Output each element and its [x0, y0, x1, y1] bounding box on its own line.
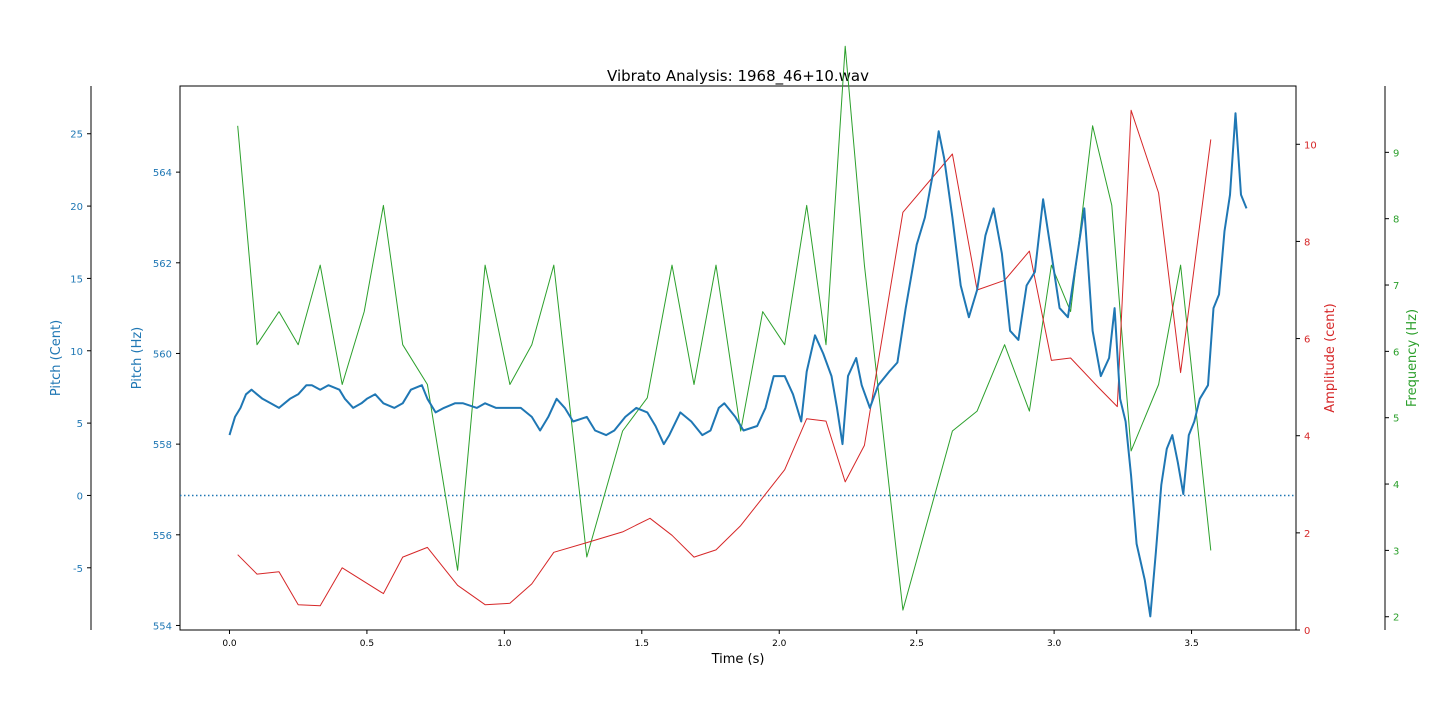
pitch-cent-tick-label: 5 — [77, 419, 83, 430]
x-tick-label: 0.0 — [222, 639, 237, 649]
amplitude-axis-label: Amplitude (cent) — [1323, 303, 1338, 412]
pitch-hz-tick-label: 556 — [153, 531, 172, 542]
pitch-cent-tick-label: 20 — [70, 202, 83, 213]
pitch-cent-axis-label: Pitch (Cent) — [49, 320, 64, 396]
x-tick-label: 2.0 — [772, 639, 787, 649]
frequency-tick-label: 3 — [1393, 546, 1399, 557]
x-tick-label: 1.0 — [497, 639, 512, 649]
pitch-cent-tick-label: 10 — [70, 347, 83, 358]
axes-group: 0.0 0.5 1.0 1.5 2.0 2.5 3.0 3.55545565585605625… — [70, 86, 1399, 649]
pitch-hz-tick-label: 564 — [153, 168, 172, 179]
chart-title: Vibrato Analysis: 1968_46+10.wav — [607, 67, 869, 86]
pitch-hz-tick-label: 562 — [153, 259, 172, 270]
frequency-axis-label: Frequency (Hz) — [1405, 309, 1420, 407]
pitch-cent-tick-label: -5 — [73, 564, 83, 575]
amplitude-tick-label: 4 — [1304, 432, 1310, 443]
x-tick-label: 0.5 — [360, 639, 374, 649]
pitch-hz-tick-label: 558 — [153, 440, 172, 451]
plot-frame — [179, 85, 1297, 631]
x-tick-label: 2.5 — [910, 639, 924, 649]
pitch-cent-tick-label: 0 — [77, 491, 83, 502]
x-tick-label: 3.5 — [1184, 639, 1198, 649]
frequency-tick-label: 4 — [1393, 480, 1399, 491]
frequency-series-line — [237, 45, 1212, 611]
pitch-hz-series-line — [228, 112, 1248, 618]
frequency-tick-label: 8 — [1393, 215, 1399, 226]
pitch-hz-axis-label: Pitch (Hz) — [130, 327, 145, 390]
amplitude-tick-label: 10 — [1304, 140, 1317, 151]
x-axis-label: Time (s) — [711, 652, 765, 667]
frequency-tick-label: 6 — [1393, 347, 1399, 358]
pitch-hz-tick-label: 560 — [153, 349, 172, 360]
pitch-cent-tick-label: 25 — [70, 130, 83, 141]
frequency-tick-label: 2 — [1393, 613, 1399, 624]
frequency-tick-label: 5 — [1393, 414, 1399, 425]
series-group — [228, 45, 1248, 618]
x-tick-label: 3.0 — [1047, 639, 1062, 649]
amplitude-tick-label: 6 — [1304, 335, 1310, 346]
frequency-tick-label: 7 — [1393, 281, 1399, 292]
amplitude-series-line — [237, 109, 1212, 607]
amplitude-tick-label: 8 — [1304, 237, 1310, 248]
pitch-cent-tick-label: 15 — [70, 274, 83, 285]
amplitude-tick-label: 2 — [1304, 529, 1310, 540]
x-tick-label: 1.5 — [635, 639, 649, 649]
frequency-tick-label: 9 — [1393, 148, 1399, 159]
amplitude-tick-label: 0 — [1304, 626, 1310, 637]
pitch-hz-tick-label: 554 — [153, 621, 172, 632]
